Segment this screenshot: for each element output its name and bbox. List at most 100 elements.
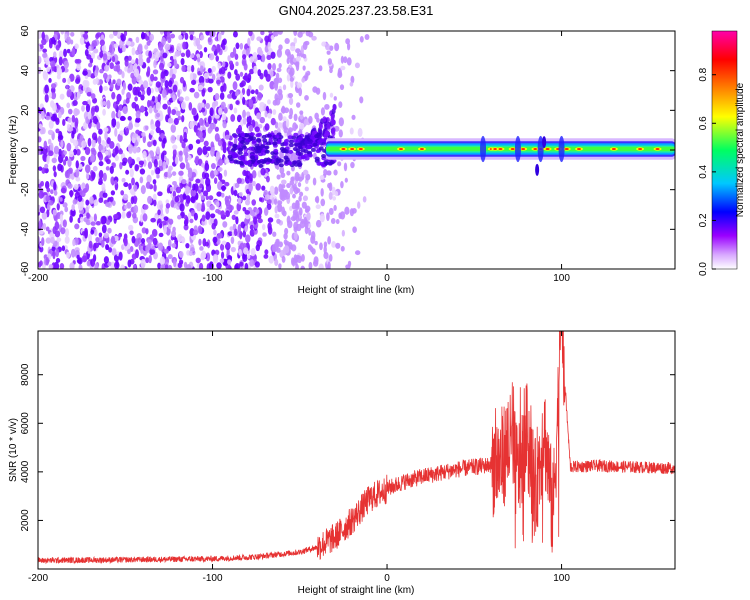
heatmap-cell [159, 222, 163, 229]
heatmap-cell [171, 73, 176, 80]
heatmap-cell [288, 143, 294, 148]
heatmap-cell [316, 132, 322, 137]
heatmap-cell [134, 164, 139, 172]
heatmap-cell [274, 121, 279, 129]
heatmap-cell [60, 187, 67, 194]
heatmap-cell [59, 263, 65, 269]
heatmap-cell [86, 69, 92, 77]
heatmap-cell [167, 62, 172, 68]
heatmap-cell [317, 139, 323, 144]
heatmap-cell [163, 216, 169, 221]
heatmap-cell [197, 225, 203, 234]
heatmap-cell [162, 103, 168, 110]
heatmap-cell [47, 138, 52, 145]
heatmap-cell [67, 108, 73, 115]
heatmap-cell [142, 213, 148, 222]
heatmap-cell [283, 245, 290, 254]
heatmap-cell [108, 33, 114, 39]
heatmap-cell [43, 140, 48, 150]
heatmap-cell [265, 175, 270, 183]
heatmap-cell [340, 181, 344, 189]
heatmap-cell [172, 67, 177, 75]
heatmap-cell [227, 55, 231, 62]
heatmap-cell [189, 53, 195, 59]
heatmap-cell [340, 65, 346, 71]
heatmap-cell [291, 160, 297, 165]
heatmap-cell [276, 157, 282, 162]
heatmap-cell [142, 80, 149, 89]
heatmap-cell [219, 258, 225, 263]
heatmap-cell [151, 229, 158, 237]
heatmap-cell [350, 161, 355, 169]
heatmap-cell [362, 196, 367, 203]
heatmap-cell [95, 65, 99, 74]
snr-x-ticks: -200 -100 0 100 [28, 331, 570, 584]
heatmap-cell [148, 50, 152, 59]
heatmap-cell [246, 111, 251, 117]
heatmap-cell [171, 243, 177, 248]
heatmap-cell [249, 132, 255, 137]
heatmap-cell [212, 236, 218, 244]
heatmap-cell [258, 197, 263, 202]
heatmap-cell [162, 138, 167, 144]
heatmap-cell [289, 179, 295, 186]
heatmap-cell [262, 138, 268, 143]
heatmap-cell [99, 68, 104, 74]
heatmap-cell [205, 177, 211, 187]
heatmap-cell [66, 48, 71, 54]
heatmap-cell [99, 51, 104, 59]
heatmap-cell [229, 103, 234, 111]
heatmap-cell [288, 149, 294, 154]
heatmap-cell [183, 214, 188, 220]
heatmap-cell [281, 179, 287, 185]
snr-y-ticks: 2000 4000 6000 8000 [20, 363, 675, 532]
heatmap-cell [349, 127, 354, 135]
heatmap-cell [357, 127, 363, 137]
heatmap-cell [296, 255, 303, 264]
heatmap-cell [66, 89, 72, 98]
heatmap-cell [63, 48, 68, 58]
heatmap-cell [346, 42, 351, 51]
heatmap-cell [128, 224, 134, 231]
heatmap-cell [153, 60, 157, 69]
heatmap-cell [67, 77, 71, 85]
heatmap-cell [258, 50, 264, 56]
heatmap-cell [76, 148, 81, 156]
spectrogram-heatmap [38, 31, 675, 269]
heatmap-cell [150, 123, 156, 130]
heatmap-cell [260, 31, 265, 36]
heatmap-cell [304, 134, 310, 139]
heatmap-cell [178, 34, 183, 41]
heatmap-cell [257, 69, 262, 77]
heatmap-cell [147, 195, 153, 205]
heatmap-cell [46, 66, 51, 73]
heatmap-cell [264, 194, 271, 200]
heatmap-cell [59, 213, 64, 222]
heatmap-cell [178, 259, 184, 265]
heatmap-cell [40, 110, 45, 120]
heatmap-cell [99, 144, 104, 151]
heatmap-cell [72, 238, 76, 247]
heatmap-cell [110, 176, 115, 185]
heatmap-cell [214, 126, 219, 132]
heatmap-cell [121, 88, 125, 95]
heatmap-cell [247, 73, 252, 82]
heatmap-cell [90, 221, 96, 226]
heatmap-cell [94, 105, 100, 113]
heatmap-cell [129, 168, 134, 178]
heatmap-cell [327, 135, 333, 140]
heatmap-cell [344, 206, 350, 215]
heatmap-cell [318, 146, 324, 151]
heatmap-cell [265, 73, 271, 82]
heatmap-cell [189, 121, 194, 130]
heatmap-cell [66, 36, 71, 45]
heatmap-cell [201, 202, 205, 211]
heatmap-cell [150, 73, 155, 82]
heatmap-cell [48, 150, 54, 157]
heatmap-cell [210, 146, 216, 152]
heatmap-cell [127, 116, 132, 121]
heatmap-cell [153, 76, 158, 81]
heatmap-cell [112, 31, 118, 37]
heatmap-cell [172, 148, 177, 158]
heatmap-cell [88, 240, 93, 249]
